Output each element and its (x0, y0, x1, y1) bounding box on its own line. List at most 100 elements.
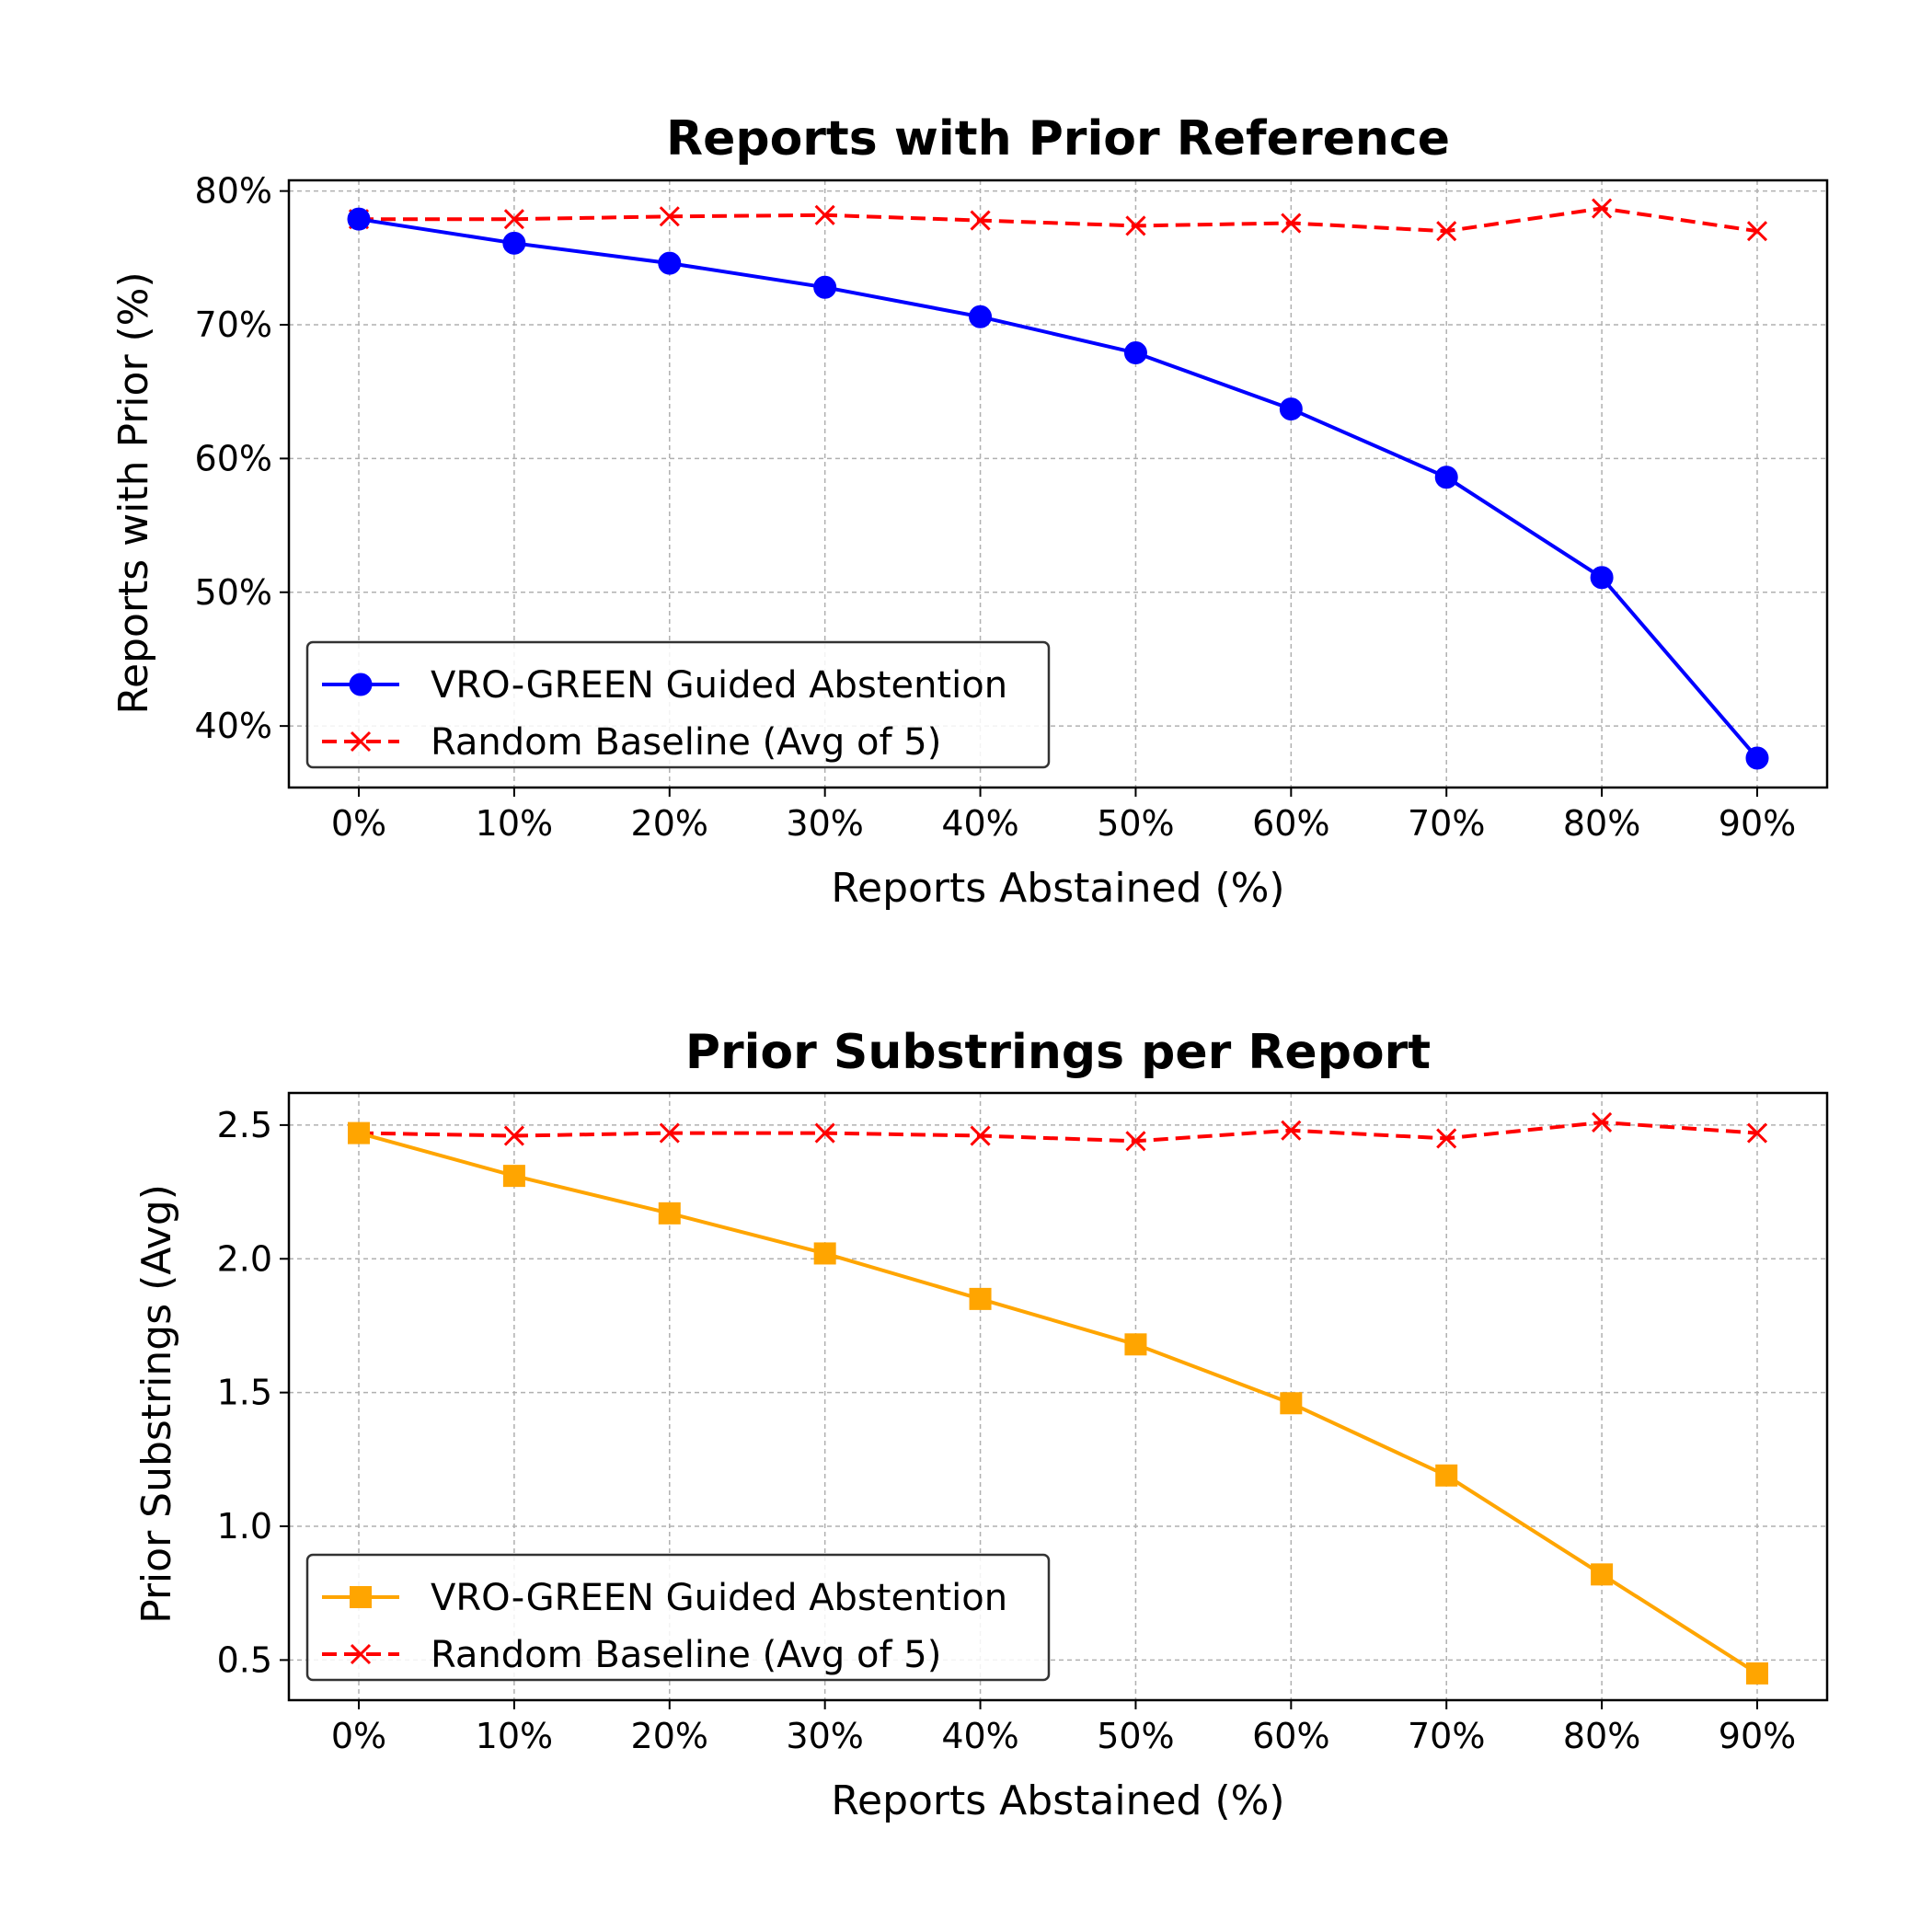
y-tick-label: 70% (195, 305, 272, 345)
legend-marker (349, 673, 373, 696)
x-tick-label: 40% (941, 1716, 1018, 1756)
data-point (658, 1202, 681, 1225)
y-tick-label: 40% (195, 706, 272, 746)
data-point (1436, 221, 1457, 242)
series-line (359, 206, 1758, 234)
data-point (1434, 466, 1458, 489)
x-tick-label: 40% (941, 803, 1018, 844)
data-point (813, 1242, 836, 1265)
y-axis-label: Reports with Prior (%) (110, 271, 157, 714)
x-tick-label: 90% (1719, 803, 1796, 844)
data-point (659, 1122, 680, 1144)
y-tick-label: 80% (195, 171, 272, 212)
x-tick-label: 0% (331, 1716, 386, 1756)
x-tick-label: 50% (1097, 1716, 1174, 1756)
x-tick-label: 50% (1097, 803, 1174, 844)
x-tick-label: 0% (331, 803, 386, 844)
legend-entry: VRO-GREEN Guided Abstention (322, 1577, 1007, 1619)
data-point (1279, 397, 1303, 421)
data-point (1746, 221, 1768, 242)
series-line (358, 1120, 1758, 1144)
data-point (1745, 746, 1769, 770)
data-point (503, 209, 524, 230)
legend-label: VRO-GREEN Guided Abstention (431, 664, 1007, 707)
data-point (1746, 1122, 1768, 1144)
y-tick-label: 1.5 (217, 1373, 272, 1413)
series-line (358, 217, 1759, 760)
x-axis-label: Reports Abstained (%) (831, 865, 1284, 912)
chart-title: Reports with Prior Reference (666, 111, 1450, 167)
y-tick-label: 2.0 (217, 1238, 272, 1279)
data-point (659, 206, 680, 227)
data-point (347, 207, 371, 231)
legend-box (305, 640, 1051, 769)
data-point (348, 1121, 370, 1144)
series-guided-abstention (347, 207, 1769, 770)
data-point (813, 275, 837, 299)
plot-frame (287, 1091, 1829, 1702)
plot-frame (287, 178, 1829, 789)
data-point (1435, 1464, 1458, 1487)
data-point (1125, 1131, 1146, 1152)
axis-ticks: 0% 10% 20% 30% 40% 50% 60% 70% 80% 90% 40% 50% 60% 70… (195, 171, 1797, 844)
axis-ticks: 0% 10% 20% 30% 40% 50% 60% 70% 80% 90% 0.5 1.0 1.5 2.… (217, 1105, 1797, 1756)
legend-marker (350, 1586, 372, 1608)
data-point (503, 1125, 524, 1146)
data-point (1281, 1120, 1302, 1141)
data-point (1436, 1128, 1457, 1149)
y-tick-label: 50% (195, 572, 272, 613)
x-tick-label: 20% (631, 803, 708, 844)
legend-marker (350, 730, 372, 753)
data-point (814, 204, 835, 225)
legend-box (305, 1553, 1051, 1682)
legend-label: VRO-GREEN Guided Abstention (431, 1577, 1007, 1619)
y-axis-label: Prior Substrings (Avg) (133, 1184, 180, 1624)
data-point (1280, 1392, 1303, 1415)
chart-panel-prior-reference: Reports with Prior Reference Reports Abs… (110, 111, 1829, 912)
legend-label: Random Baseline (Avg of 5) (431, 1634, 941, 1676)
series-guided-abstention (348, 1121, 1768, 1685)
series-line (358, 1131, 1759, 1675)
data-point (1592, 198, 1613, 219)
x-tick-label: 30% (786, 803, 863, 844)
legend-entry: VRO-GREEN Guided Abstention (322, 664, 1007, 707)
legend: VRO-GREEN Guided Abstention Random Baseli… (305, 1553, 1051, 1682)
x-axis-label: Reports Abstained (%) (831, 1777, 1284, 1824)
data-point (814, 1122, 835, 1144)
chart-title: Prior Substrings per Report (685, 1025, 1431, 1080)
chart-panel-prior-substrings: Prior Substrings per Report Reports Abst… (133, 1025, 1829, 1824)
data-point (1591, 1563, 1614, 1586)
data-point (969, 1287, 992, 1310)
legend-label: Random Baseline (Avg of 5) (431, 721, 941, 764)
data-point (658, 251, 682, 275)
data-point (502, 1165, 525, 1188)
series-group (348, 1111, 1768, 1685)
data-point (1123, 341, 1147, 365)
data-point (1124, 1333, 1147, 1356)
y-tick-label: 2.5 (217, 1105, 272, 1145)
data-point (1746, 1662, 1768, 1685)
legend: VRO-GREEN Guided Abstention Random Baseli… (305, 640, 1051, 769)
data-point (970, 210, 991, 231)
data-point (1590, 566, 1614, 590)
data-point (1281, 213, 1302, 234)
x-tick-label: 70% (1408, 1716, 1485, 1756)
x-tick-label: 90% (1719, 1716, 1796, 1756)
data-point (970, 1125, 991, 1146)
x-tick-label: 10% (476, 1716, 553, 1756)
series-group (347, 198, 1769, 770)
x-tick-label: 70% (1408, 803, 1485, 844)
x-tick-label: 30% (786, 1716, 863, 1756)
x-tick-label: 10% (476, 803, 553, 844)
data-point (1125, 215, 1146, 236)
legend-entry: Random Baseline (Avg of 5) (322, 1634, 941, 1676)
y-tick-label: 60% (195, 438, 272, 478)
data-point (969, 305, 993, 328)
x-tick-label: 80% (1563, 1716, 1640, 1756)
x-tick-label: 60% (1252, 803, 1329, 844)
legend-marker (350, 1643, 372, 1665)
series-random-baseline (348, 198, 1768, 242)
x-tick-label: 80% (1563, 803, 1640, 844)
data-point (1592, 1111, 1613, 1133)
